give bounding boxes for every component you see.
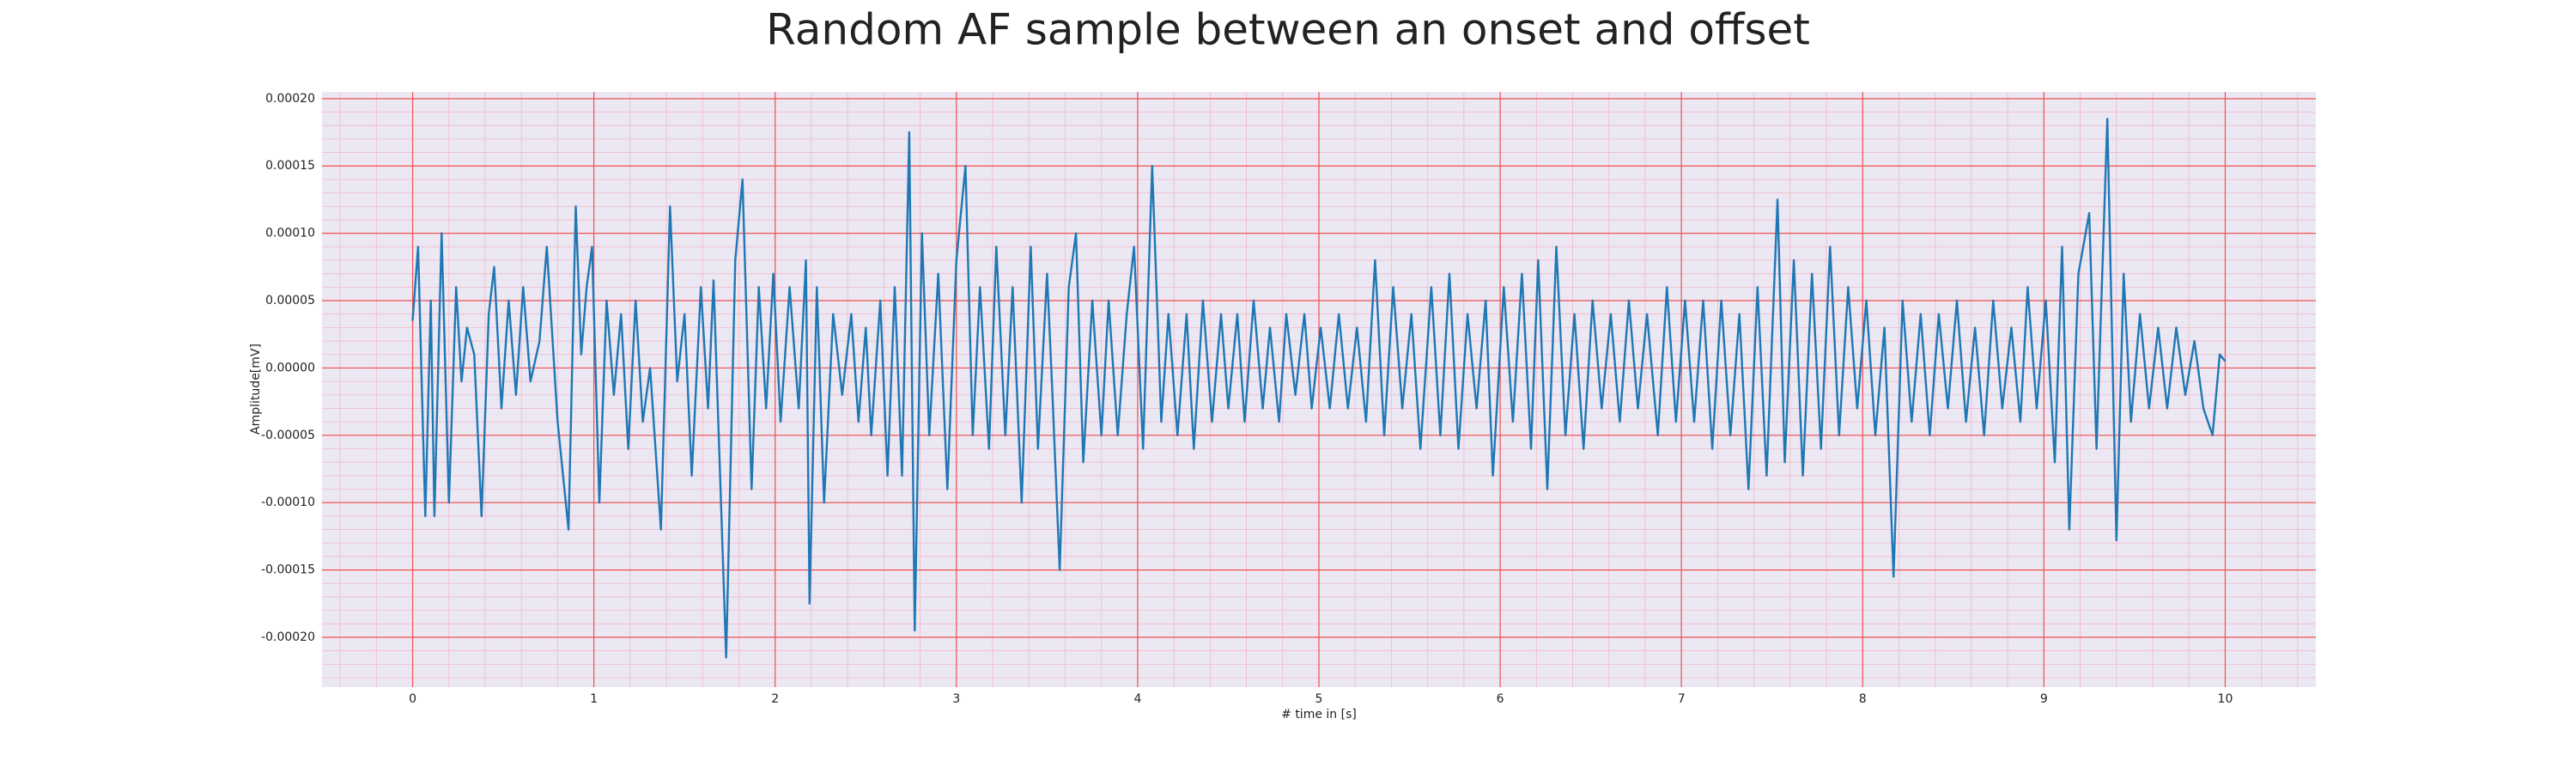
x-tick-label: 9 <box>2040 692 2048 706</box>
x-tick-label: 0 <box>409 692 416 706</box>
x-tick-label: 5 <box>1315 692 1323 706</box>
y-tick-label: -0.00005 <box>261 429 315 442</box>
y-tick-label: 0.00000 <box>265 361 315 374</box>
x-axis-label: # time in [s] <box>1281 708 1357 721</box>
y-axis-label: Amplitude[mV] <box>249 344 263 435</box>
x-tick-label: 3 <box>952 692 960 706</box>
x-tick-label: 6 <box>1497 692 1504 706</box>
y-tick-label: 0.00020 <box>265 92 315 106</box>
data-line <box>411 118 2227 659</box>
x-tick-label: 1 <box>590 692 598 706</box>
x-tick-label: 8 <box>1859 692 1867 706</box>
y-tick-label: 0.00010 <box>265 227 315 240</box>
x-tick-label: 4 <box>1133 692 1141 706</box>
y-tick-label: 0.00015 <box>265 159 315 173</box>
y-tick-label: -0.00020 <box>261 630 315 644</box>
chart-title: Random AF sample between an onset and of… <box>766 5 1810 55</box>
x-tick-label: 2 <box>771 692 779 706</box>
x-tick-label: 10 <box>2218 692 2233 706</box>
y-tick-label: 0.00005 <box>265 294 315 307</box>
x-tick-label: 7 <box>1678 692 1686 706</box>
y-tick-label: -0.00015 <box>261 563 315 577</box>
y-tick-label: -0.00010 <box>261 496 315 509</box>
